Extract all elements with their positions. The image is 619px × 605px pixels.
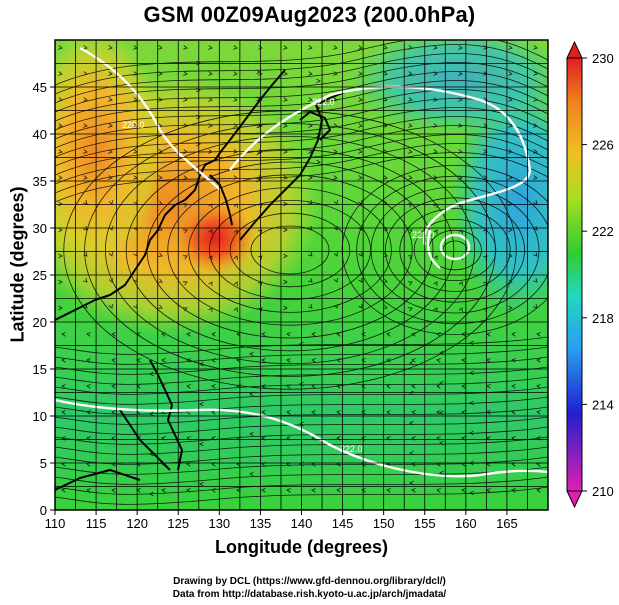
x-tick-label: 140	[291, 516, 313, 531]
temperature-field: 220.0 222.0 222.0 222.0	[55, 40, 548, 510]
colorbar: 210 214 218 222 226 230	[566, 40, 614, 509]
colorbar-min-arrow	[566, 490, 583, 509]
y-tick-label: 10	[33, 409, 47, 424]
y-tick-label: 45	[33, 80, 47, 95]
x-tick-label: 135	[250, 516, 272, 531]
credit-data: Data from http://database.rish.kyoto-u.a…	[172, 589, 447, 600]
y-tick-label: 30	[33, 221, 47, 236]
x-tick-label: 130	[208, 516, 230, 531]
x-tick-label: 160	[455, 516, 477, 531]
y-tick-label: 0	[40, 503, 47, 518]
contour-label: 220.0	[122, 120, 145, 130]
contour-label: 222.0	[340, 444, 363, 454]
colorbar-max-arrow	[566, 40, 583, 59]
colorbar-tick-label: 214	[592, 397, 614, 412]
chart-title: GSM 00Z09Aug2023 (200.0hPa)	[143, 2, 476, 27]
y-tick-label: 35	[33, 174, 47, 189]
y-tick-label: 25	[33, 268, 47, 283]
contour-lines	[55, 46, 548, 478]
credit-drawing: Drawing by DCL (https://www.gfd-dennou.o…	[173, 576, 446, 587]
x-tick-label: 155	[414, 516, 436, 531]
x-tick-label: 115	[86, 516, 107, 531]
x-tick-label: 145	[332, 516, 354, 531]
y-tick-label: 15	[33, 362, 47, 377]
contour-label: 222.0	[312, 97, 335, 107]
y-tick-label: 20	[33, 315, 47, 330]
contour-label: 222.0	[412, 230, 435, 240]
y-tick-label: 40	[33, 127, 47, 142]
y-tick-label: 5	[40, 456, 47, 471]
colorbar-tick-label: 218	[592, 311, 614, 326]
x-tick-label: 110	[45, 516, 66, 531]
contour-label-group: 220.0 222.0 222.0 222.0	[122, 97, 435, 454]
x-axis-ticks: 110 115 120 125 130 135 140 145 150 155 160 165	[45, 510, 518, 531]
y-axis-ticks: 0 5 10 15 20 25 30 35 40 45	[33, 80, 55, 518]
colorbar-tick-label: 226	[592, 138, 614, 153]
colorbar-tick-label: 230	[592, 51, 614, 66]
y-axis-label: Latitude (degrees)	[7, 186, 28, 343]
colorbar-tick-label: 210	[592, 484, 614, 499]
x-tick-label: 150	[373, 516, 395, 531]
colorbar-tick-label: 222	[592, 224, 614, 239]
x-tick-label: 165	[496, 516, 518, 531]
x-tick-label: 120	[126, 516, 148, 531]
x-tick-label: 125	[167, 516, 189, 531]
x-axis-label: Longitude (degrees)	[214, 537, 388, 557]
